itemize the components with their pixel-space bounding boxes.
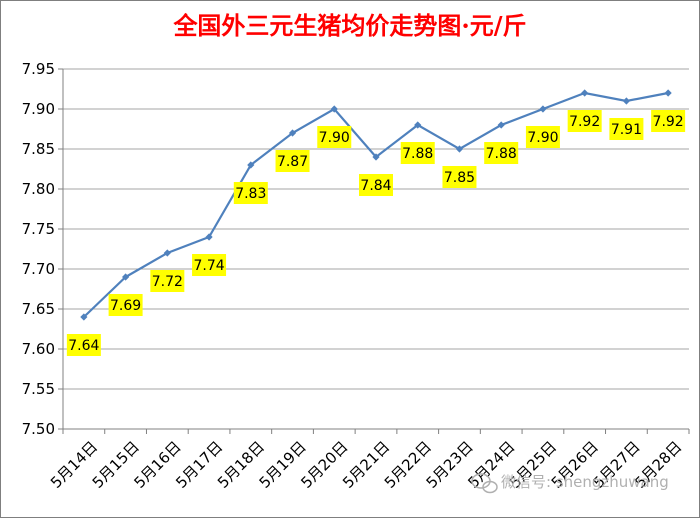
data-point [205,233,213,241]
data-label-box [442,166,477,188]
data-point [80,313,88,321]
data-label-box [108,294,143,316]
data-point [330,105,338,113]
data-label-box [275,150,310,172]
data-point [622,97,630,105]
data-label-box [233,182,268,204]
data-label: 7.72 [152,274,183,290]
data-label-box [651,110,686,132]
wechat-icon [471,473,498,494]
data-point [664,89,672,97]
data-label: 7.88 [486,146,517,162]
data-label: 7.88 [402,146,433,162]
data-label: 7.74 [193,258,224,274]
data-point [247,161,255,169]
data-label: 7.90 [319,130,350,146]
y-tick-label: 7.90 [22,100,55,118]
data-point [581,89,589,97]
data-label-box [150,270,185,292]
data-point [539,105,547,113]
data-label-box [567,110,602,132]
data-point [122,273,130,281]
data-label-box [609,118,644,140]
data-labels: 7.64 7.69 7.72 7.74 7.83 7.87 7.90 7.84 7.88 7.85… [66,110,686,356]
y-tick-label: 7.80 [22,180,55,198]
data-point [288,129,297,137]
grid-lines [63,68,689,430]
data-label: 7.92 [653,114,684,130]
data-label: 7.90 [527,130,558,146]
data-label: 7.91 [611,122,642,138]
data-label: 7.83 [235,186,266,202]
data-label: 7.84 [360,178,391,194]
data-label: 7.69 [110,298,141,314]
watermark: 微信号: shengzhuwang [471,473,669,494]
y-tick-label: 7.60 [22,340,55,358]
data-label: 7.64 [68,338,99,354]
data-label-box [192,254,227,276]
y-tick-label: 7.85 [22,140,55,158]
data-label: 7.85 [444,170,475,186]
chart-title: 全国外三元生猪均价走势图·元/斤 [172,11,526,40]
y-tick-label: 7.95 [22,60,55,78]
y-tick-label: 7.75 [22,220,55,238]
y-tick-label: 7.50 [22,420,55,438]
data-label-box [484,142,519,164]
data-point [163,249,171,257]
data-label: 7.87 [277,154,308,170]
data-label-box [400,142,435,164]
data-point [414,121,422,129]
data-label-box [525,126,560,148]
y-tick-label: 7.55 [22,380,55,398]
watermark-text: 微信号: shengzhuwang [501,473,669,491]
y-axis: 7.50 7.55 7.60 7.65 7.70 7.75 7.80 7.85 7.90 7.95 [22,60,64,438]
data-label-box [66,334,101,356]
data-label-box [359,174,393,196]
data-label: 7.92 [569,114,600,130]
data-label-box [317,126,352,148]
data-point [372,153,380,161]
series-line [80,89,672,321]
y-tick-label: 7.70 [22,260,55,278]
data-point [497,121,505,129]
y-tick-label: 7.65 [22,300,55,318]
data-point [455,145,464,153]
